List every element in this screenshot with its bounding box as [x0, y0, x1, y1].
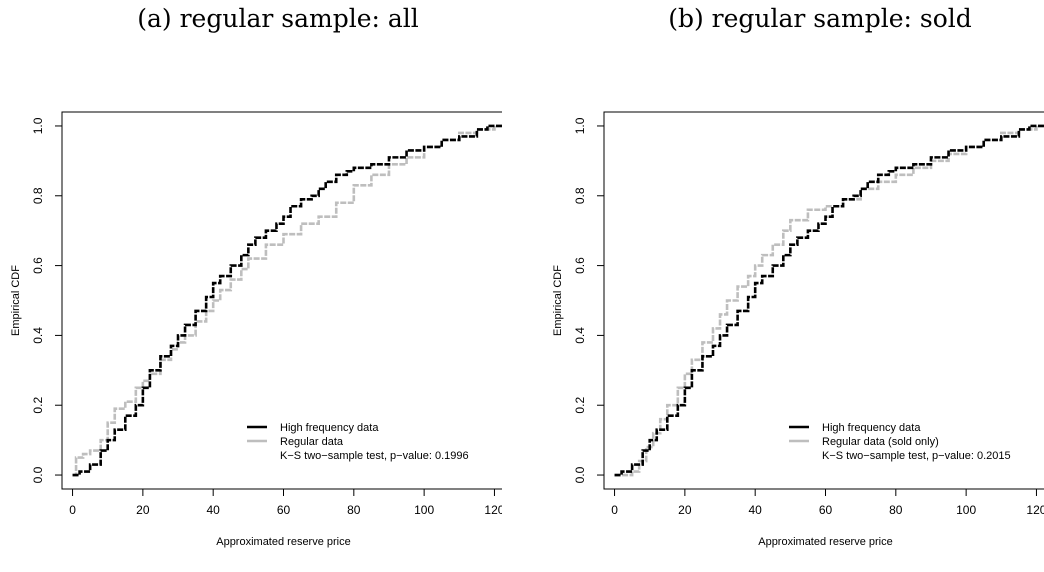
- panelb-y-tick-label-2: 0.4: [573, 327, 587, 344]
- panela-y-axis-label: Empirical CDF: [10, 265, 22, 336]
- panelb-legend-label-1: Regular data (sold only): [822, 436, 939, 448]
- panela-y-tick-label-0: 0.0: [31, 466, 45, 483]
- panelb-x-tick-label-80: 80: [889, 503, 903, 517]
- panela-y-tick-label-2: 0.4: [31, 327, 45, 344]
- panelb-y-tick-label-1: 0.2: [573, 397, 587, 414]
- panel-a-caption: (a) regular sample: all: [137, 4, 419, 33]
- panela-series-high-frequency-line: [72, 124, 502, 477]
- panelb-y-tick-label-5: 1.0: [573, 117, 587, 134]
- panelb-x-tick-label-20: 20: [678, 503, 692, 517]
- panela-x-tick-label-80: 80: [347, 503, 361, 517]
- panelb-y-tick-label-4: 0.8: [573, 187, 587, 204]
- panela-y-tick-label-4: 0.8: [31, 187, 45, 204]
- panela-legend-label-1: Regular data: [280, 436, 344, 448]
- panelb-x-tick-label-100: 100: [956, 503, 976, 517]
- panela-x-axis-label: Approximated reserve price: [216, 536, 351, 548]
- panela-ks-test-annotation: K−S two−sample test, p−value: 0.1996: [280, 450, 469, 462]
- panelb-x-tick-label-40: 40: [749, 503, 763, 517]
- panelb-y-tick-label-0: 0.0: [573, 466, 587, 483]
- panel-b-caption: (b) regular sample: sold: [668, 4, 972, 33]
- panelb-x-tick-label-120: 120: [1026, 503, 1044, 517]
- panela-legend-label-0: High frequency data: [280, 422, 379, 434]
- panelb-x-axis-label: Approximated reserve price: [758, 536, 893, 548]
- panelb-x-tick-label-0: 0: [611, 503, 618, 517]
- panela-y-tick-label-3: 0.6: [31, 257, 45, 274]
- panelb-x-tick-label-60: 60: [819, 503, 833, 517]
- panela-y-tick-label-5: 1.0: [31, 117, 45, 134]
- chart-panel-b: 0 20 40 60 80 100 120 0.0 0.2 0.4 0.6 0.8 1.0 Approxi…: [552, 111, 1044, 548]
- chart-panel-a: 0 20 40 60 80 100 120 0.0 0.2 0.4 0.6 0.8 1.0 Approxi…: [10, 111, 502, 548]
- panela-x-tick-label-20: 20: [136, 503, 150, 517]
- panela-y-tick-label-1: 0.2: [31, 397, 45, 414]
- panela-x-tick-label-0: 0: [69, 503, 76, 517]
- panela-x-tick-label-60: 60: [277, 503, 291, 517]
- panela-series-regular-line: [72, 124, 502, 477]
- panelb-series-high-frequency-line: [614, 124, 1044, 477]
- panelb-ks-test-annotation: K−S two−sample test, p−value: 0.2015: [822, 450, 1011, 462]
- panelb-y-axis-label: Empirical CDF: [552, 265, 564, 336]
- panela-x-tick-label-120: 120: [484, 503, 502, 517]
- panelb-series-regular-line: [614, 124, 1044, 477]
- panela-x-tick-label-40: 40: [207, 503, 221, 517]
- panela-x-tick-label-100: 100: [414, 503, 434, 517]
- panelb-legend-label-0: High frequency data: [822, 422, 921, 434]
- panelb-y-tick-label-3: 0.6: [573, 257, 587, 274]
